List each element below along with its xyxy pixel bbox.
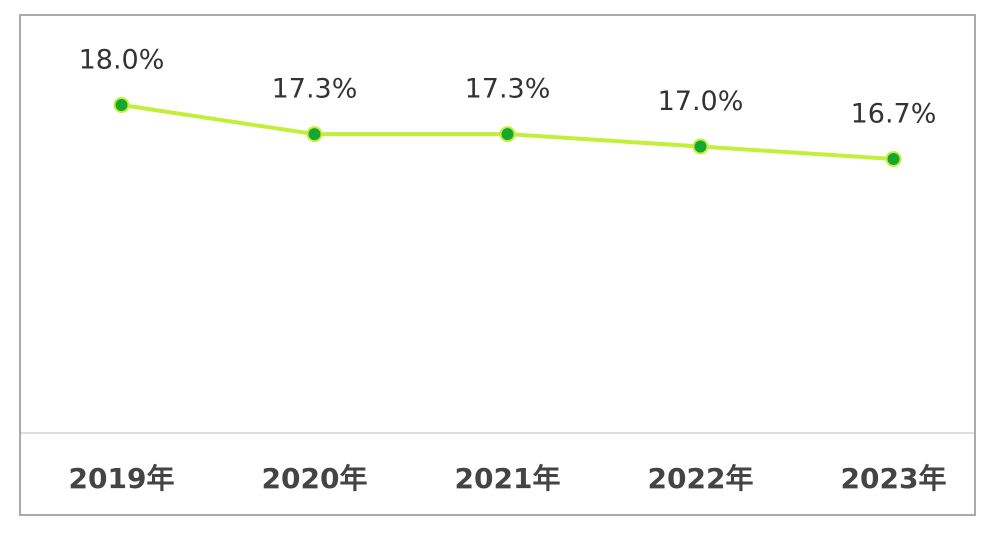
- value-label: 17.0%: [658, 86, 744, 117]
- point: [113, 97, 130, 113]
- x-tick-label: 2022年: [648, 462, 754, 495]
- value-label: 16.7%: [851, 99, 937, 130]
- x-tick-label: 2023年: [841, 462, 947, 495]
- value-label: 17.3%: [465, 74, 551, 105]
- value-label: 18.0%: [79, 45, 165, 76]
- x-tick-label: 2020年: [262, 462, 368, 495]
- frame: [19, 14, 976, 516]
- x-tick-label: 2021年: [455, 462, 561, 495]
- point: [885, 151, 902, 167]
- point: [692, 138, 709, 155]
- value-label: 17.3%: [272, 74, 358, 105]
- x-tick-label: 2019年: [69, 462, 175, 495]
- point: [499, 126, 516, 143]
- point: [306, 126, 323, 143]
